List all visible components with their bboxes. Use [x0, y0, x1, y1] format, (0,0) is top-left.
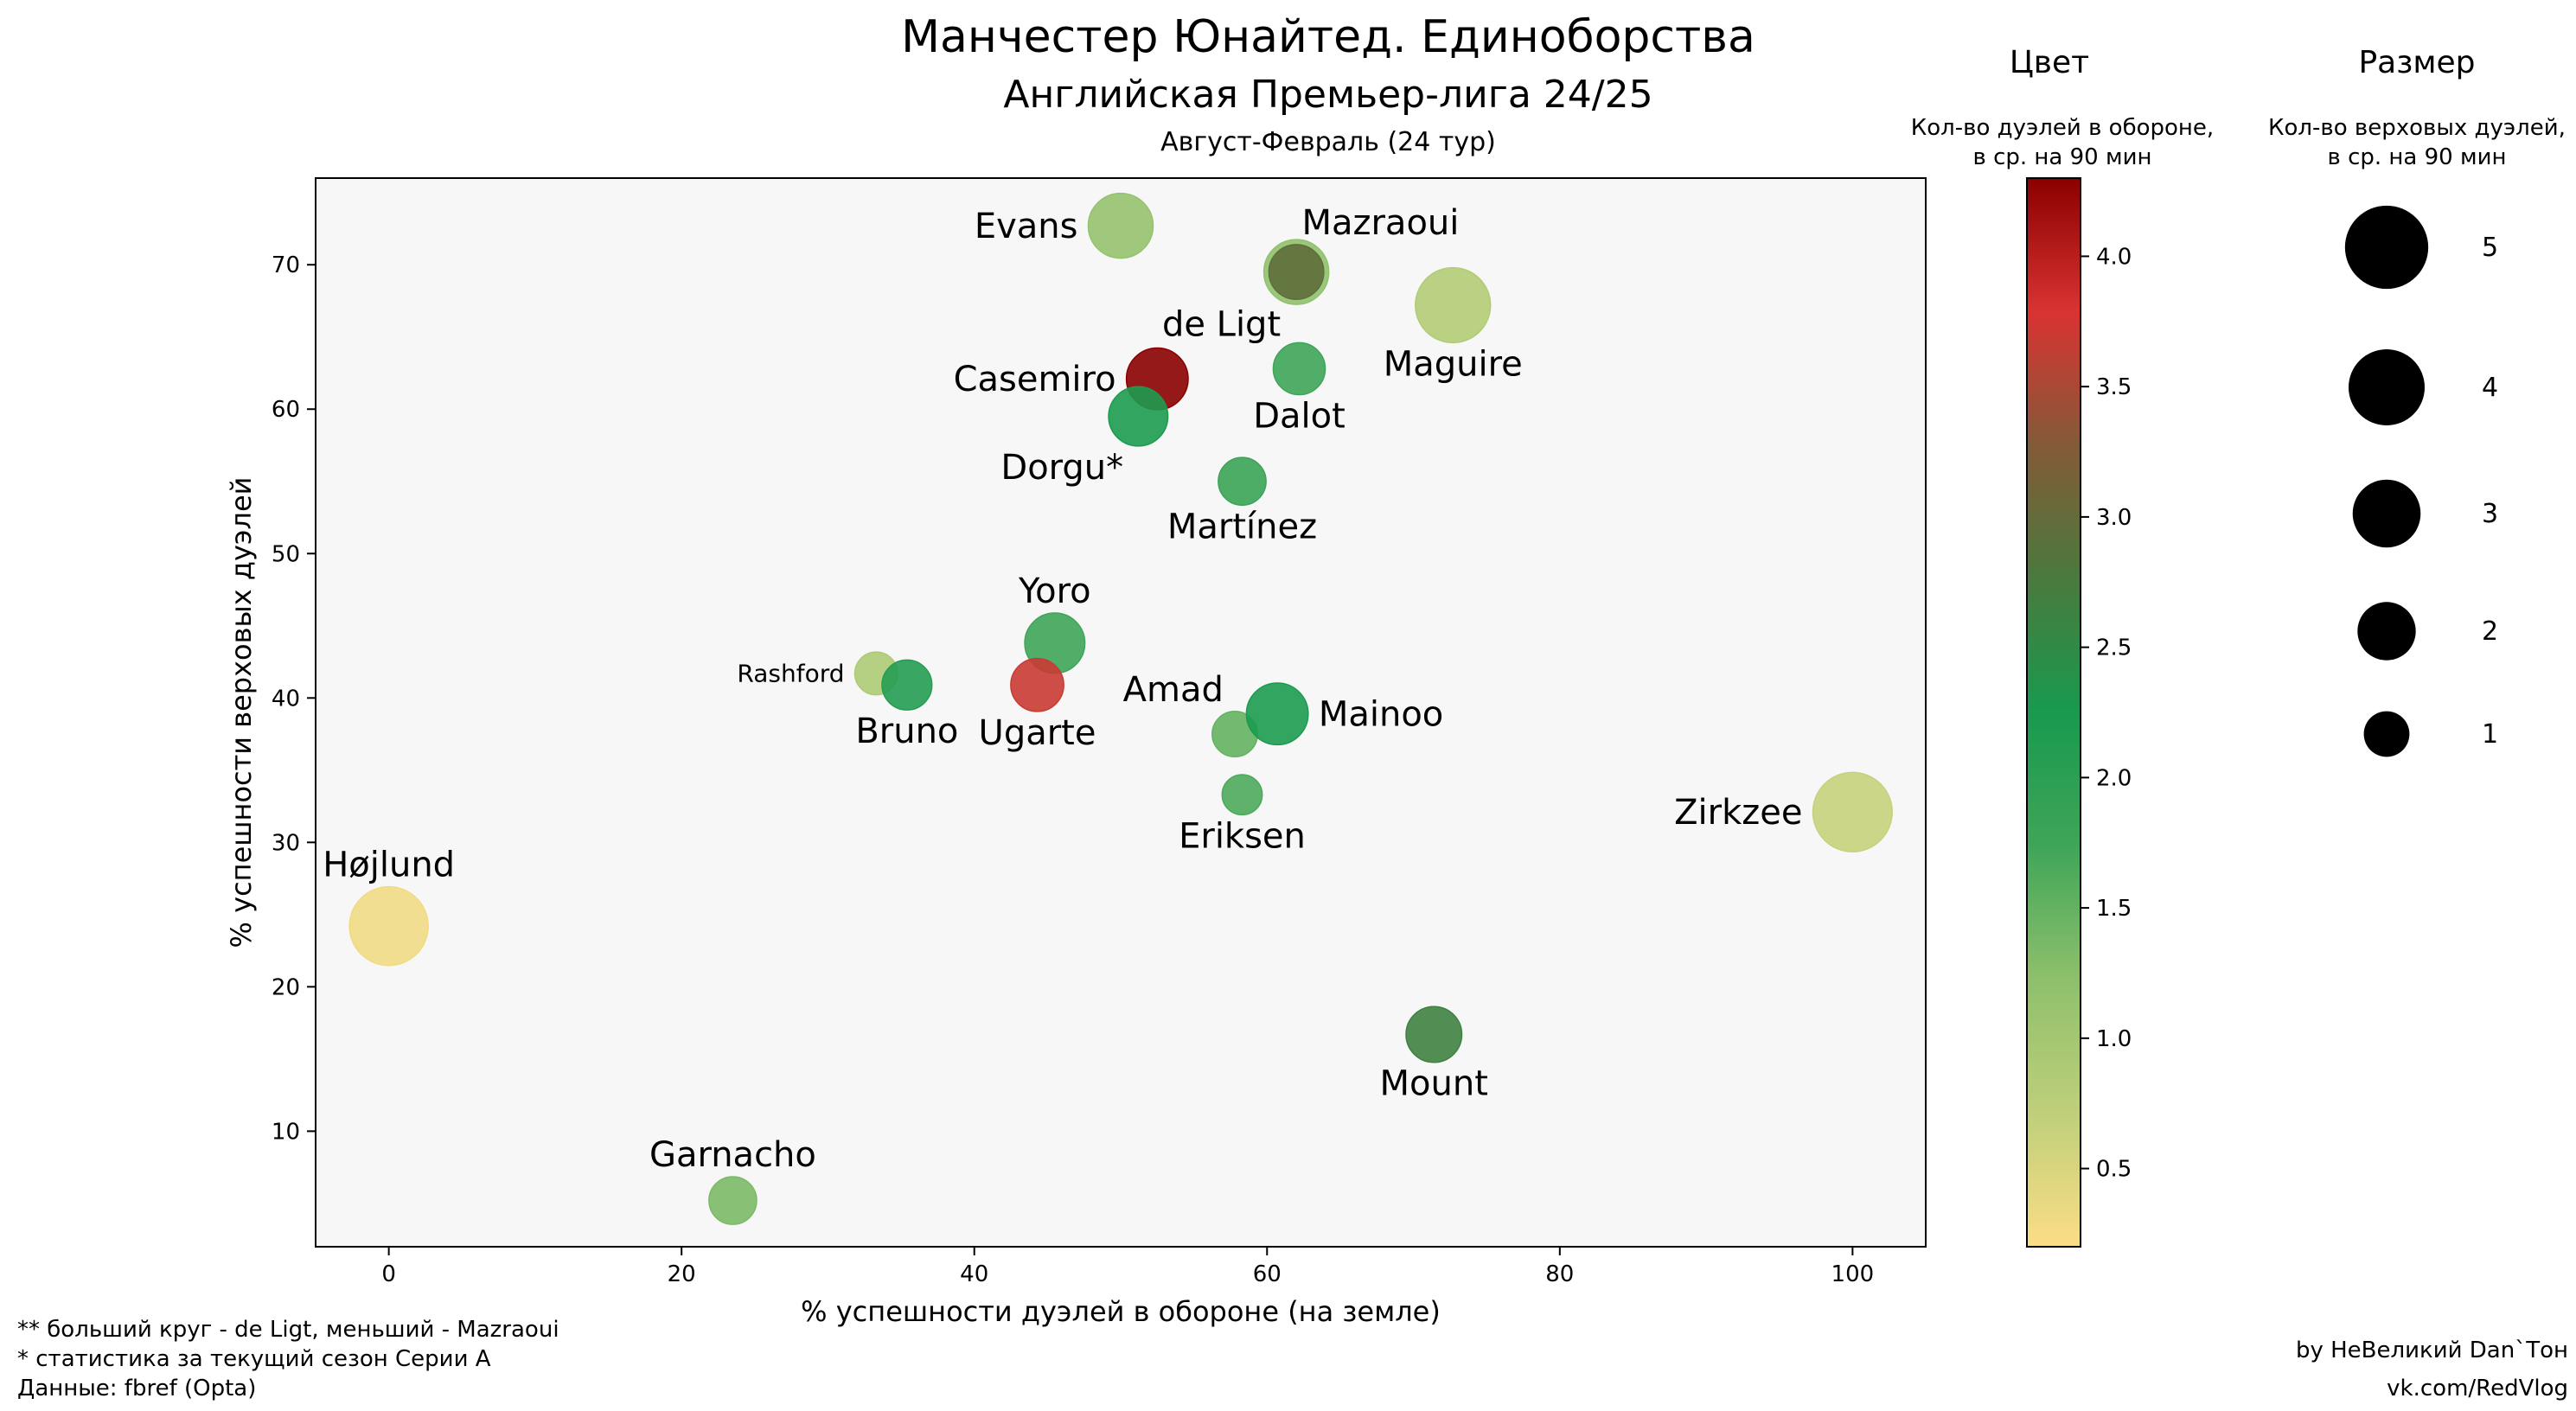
size-legend-label: 5 — [2482, 233, 2498, 263]
x-tick-label: 0 — [381, 1261, 396, 1287]
point-label: Eriksen — [1179, 816, 1306, 856]
colorbar-tick-label: 2.0 — [2096, 765, 2132, 791]
size-legend-circle — [2357, 602, 2416, 661]
colorbar — [2026, 177, 2081, 1248]
size-legend-label: 3 — [2482, 499, 2498, 529]
point-label: Yoro — [1018, 571, 1091, 611]
data-point — [1268, 244, 1325, 301]
point-label: Amad — [1123, 670, 1224, 710]
y-tick-label: 70 — [272, 252, 300, 278]
point-label: Højlund — [323, 846, 455, 885]
color-legend-desc-line1: Кол-во дуэлей в обороне, — [1911, 115, 2214, 141]
size-legend-circle — [2363, 711, 2410, 757]
y-tick-label: 10 — [272, 1119, 300, 1145]
point-label: Zirkzee — [1674, 793, 1802, 833]
y-tick-label: 20 — [272, 974, 300, 1000]
point-label: de Ligt — [1162, 305, 1281, 345]
chart-subtitle: Английская Премьер-лига 24/25 — [1003, 73, 1652, 117]
point-label: Evans — [975, 207, 1078, 246]
size-legend-circle — [2352, 479, 2421, 548]
y-tick-label: 50 — [272, 541, 300, 567]
y-axis-label: % успешности верховых дуэлей — [225, 477, 258, 948]
point-labels: Evans Mazraoui de Ligt Maguire Casemiro Dalot… — [323, 203, 1802, 1175]
footnote-2: * статистика за текущий сезон Серии А — [17, 1346, 491, 1372]
point-label: Mount — [1380, 1064, 1488, 1104]
plot-background — [315, 177, 1927, 1248]
size-legend-circle — [2349, 349, 2425, 425]
x-tick-label: 80 — [1545, 1261, 1574, 1287]
footnote-3: Данные: fbref (Opta) — [17, 1376, 256, 1401]
size-legend: Размер Кол-во верховых дуэлей, в ср. на … — [2268, 45, 2566, 757]
point-label: Garnacho — [649, 1135, 816, 1175]
chart-title: Манчестер Юнайтед. Единоборства — [901, 11, 1755, 63]
size-legend-label: 1 — [2482, 719, 2498, 750]
x-axis-ticks: 0 20 40 60 80 100 — [381, 1247, 1874, 1287]
colorbar-tick-label: 1.5 — [2096, 896, 2132, 922]
credit-author: by НеВеликий Dan`Тон — [2296, 1338, 2568, 1363]
point-label: Ugarte — [979, 713, 1096, 753]
x-tick-label: 20 — [668, 1261, 696, 1287]
point-label: Maguire — [1384, 344, 1523, 384]
color-legend-header: Цвет — [2010, 45, 2089, 80]
scatter-points — [348, 192, 1893, 1225]
size-legend-header: Размер — [2358, 45, 2475, 80]
data-point — [1405, 1006, 1463, 1063]
chart-period: Август-Февраль (24 тур) — [1160, 127, 1496, 157]
x-tick-label: 100 — [1831, 1261, 1875, 1287]
point-label: Mazraoui — [1301, 203, 1459, 243]
data-point — [1245, 682, 1309, 746]
y-tick-label: 60 — [272, 397, 300, 423]
point-label: Mainoo — [1319, 695, 1443, 735]
footnote-1: ** больший круг - de Ligt, меньший - Maz… — [17, 1317, 559, 1343]
size-legend-desc-line1: Кол-во верховых дуэлей, — [2268, 115, 2566, 141]
colorbar-tick-label: 3.0 — [2096, 505, 2132, 531]
x-axis-label: % успешности дуэлей в обороне (на земле) — [801, 1295, 1441, 1328]
point-label: Martínez — [1167, 507, 1317, 546]
y-tick-label: 40 — [272, 686, 300, 712]
plot-area: 0 20 40 60 80 100 10 20 30 40 50 60 70 Evans Mazraou… — [272, 177, 1927, 1287]
y-tick-label: 30 — [272, 830, 300, 856]
colorbar-tick-label: 1.0 — [2096, 1026, 2132, 1052]
size-legend-items: 5 4 3 2 1 — [2344, 205, 2498, 757]
color-legend: Цвет Кол-во дуэлей в обороне, в ср. на 9… — [1911, 45, 2214, 1248]
color-legend-desc-line2: в ср. на 90 мин — [1973, 144, 2152, 170]
colorbar-ticks: 0.5 1.0 1.5 2.0 2.5 3.0 3.5 4.0 — [2081, 244, 2132, 1183]
data-point — [1087, 192, 1154, 259]
y-axis-ticks: 10 20 30 40 50 60 70 — [272, 252, 316, 1145]
data-point — [708, 1176, 757, 1225]
colorbar-tick-label: 3.5 — [2096, 374, 2132, 400]
size-legend-label: 2 — [2482, 616, 2498, 647]
point-label: Casemiro — [954, 360, 1116, 399]
colorbar-tick-label: 0.5 — [2096, 1157, 2132, 1183]
data-point — [1108, 386, 1169, 447]
colorbar-tick-label: 2.5 — [2096, 635, 2132, 661]
data-point — [1415, 266, 1492, 344]
data-point — [1812, 771, 1893, 852]
data-point — [348, 885, 429, 967]
data-point — [1221, 774, 1263, 816]
size-legend-circle — [2344, 205, 2429, 290]
data-point — [1272, 342, 1326, 396]
x-tick-label: 40 — [960, 1261, 988, 1287]
point-label: Dalot — [1253, 397, 1346, 437]
size-legend-desc-line2: в ср. на 90 мин — [2328, 144, 2507, 170]
data-point — [1218, 456, 1267, 507]
point-label: Dorgu* — [1000, 448, 1123, 488]
size-legend-label: 4 — [2482, 373, 2498, 403]
data-point — [881, 659, 933, 711]
colorbar-tick-label: 4.0 — [2096, 244, 2132, 270]
x-tick-label: 60 — [1253, 1261, 1282, 1287]
credit-link: vk.com/RedVlog — [2387, 1376, 2568, 1401]
data-point — [1010, 657, 1064, 712]
point-label: Bruno — [855, 712, 958, 751]
point-label: Rashford — [737, 660, 844, 688]
